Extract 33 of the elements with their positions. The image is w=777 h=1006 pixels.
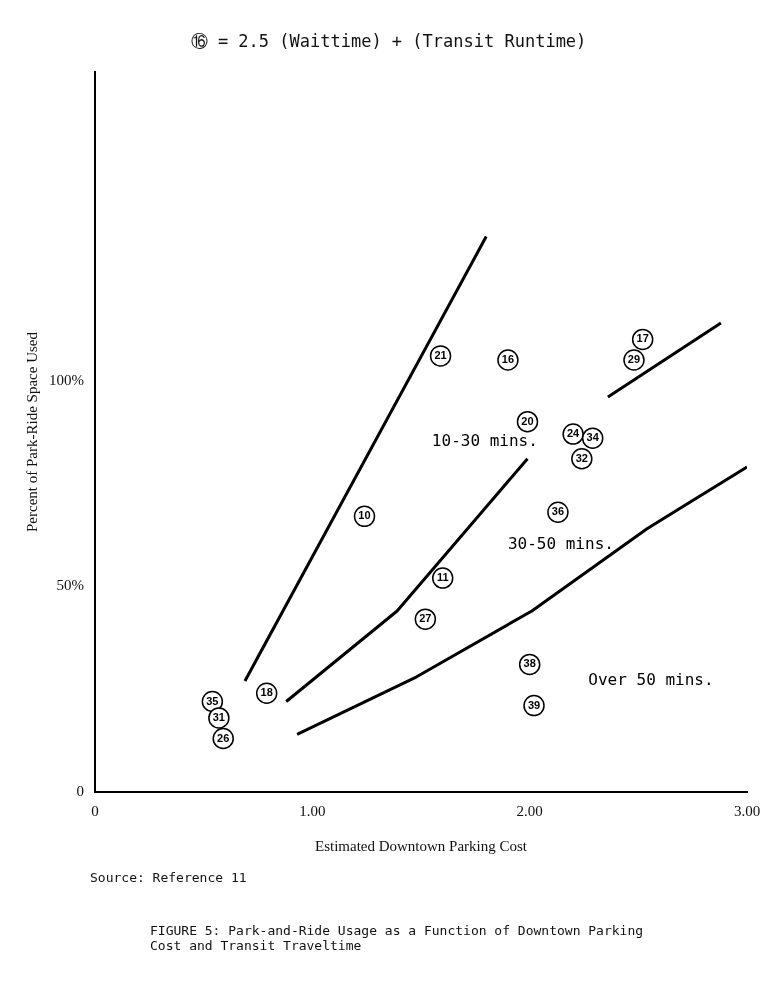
y-tick-label: 0 (76, 782, 84, 799)
annotation: 26 (217, 731, 230, 744)
y-tick-label: 100% (49, 371, 84, 388)
x-tick-label: 1.00 (299, 802, 326, 819)
annotation: 10-30 mins. (431, 431, 538, 451)
annotation: 17 (636, 332, 649, 345)
annotation: 20 (521, 414, 534, 427)
x-tick-label: 0 (91, 802, 99, 819)
annotation: 32 (575, 451, 588, 464)
annotation: 18 (260, 686, 273, 699)
annotation: 34 (586, 431, 600, 444)
annotation: 39 (527, 698, 541, 711)
x-axis-title: Estimated Downtown Parking Cost (314, 837, 528, 854)
x-tick-label: 2.00 (516, 802, 543, 819)
source-note: Source: Reference 11 (90, 870, 248, 885)
annotation: 24 (567, 427, 581, 440)
annotation: 36 (551, 505, 565, 518)
annotation: Over 50 mins. (588, 670, 714, 690)
annotation: 35 (206, 694, 219, 707)
caption: FIGURE 5: Park-and-Ride Usage as a Function of Downtown Parking Cost and Transit Traveltime (150, 923, 645, 953)
chart-title: ⑯ = 2.5 (Waittime) + (Transit Runtime) (189, 30, 588, 53)
x-tick-label: 3.00 (733, 802, 761, 819)
annotation: 38 (523, 657, 536, 670)
annotation: 29 (627, 353, 641, 366)
annotation: 31 (212, 710, 225, 723)
annotation: 27 (419, 612, 432, 625)
annotation: 16 (501, 353, 515, 366)
y-axis-title: Percent of Park-Ride Space Used (23, 331, 40, 532)
annotation: 10 (358, 509, 371, 522)
annotation: 21 (434, 348, 447, 361)
annotation: 11 (436, 571, 449, 584)
y-tick-label: 50% (56, 577, 84, 594)
annotation: 30-50 mins. (507, 534, 614, 554)
